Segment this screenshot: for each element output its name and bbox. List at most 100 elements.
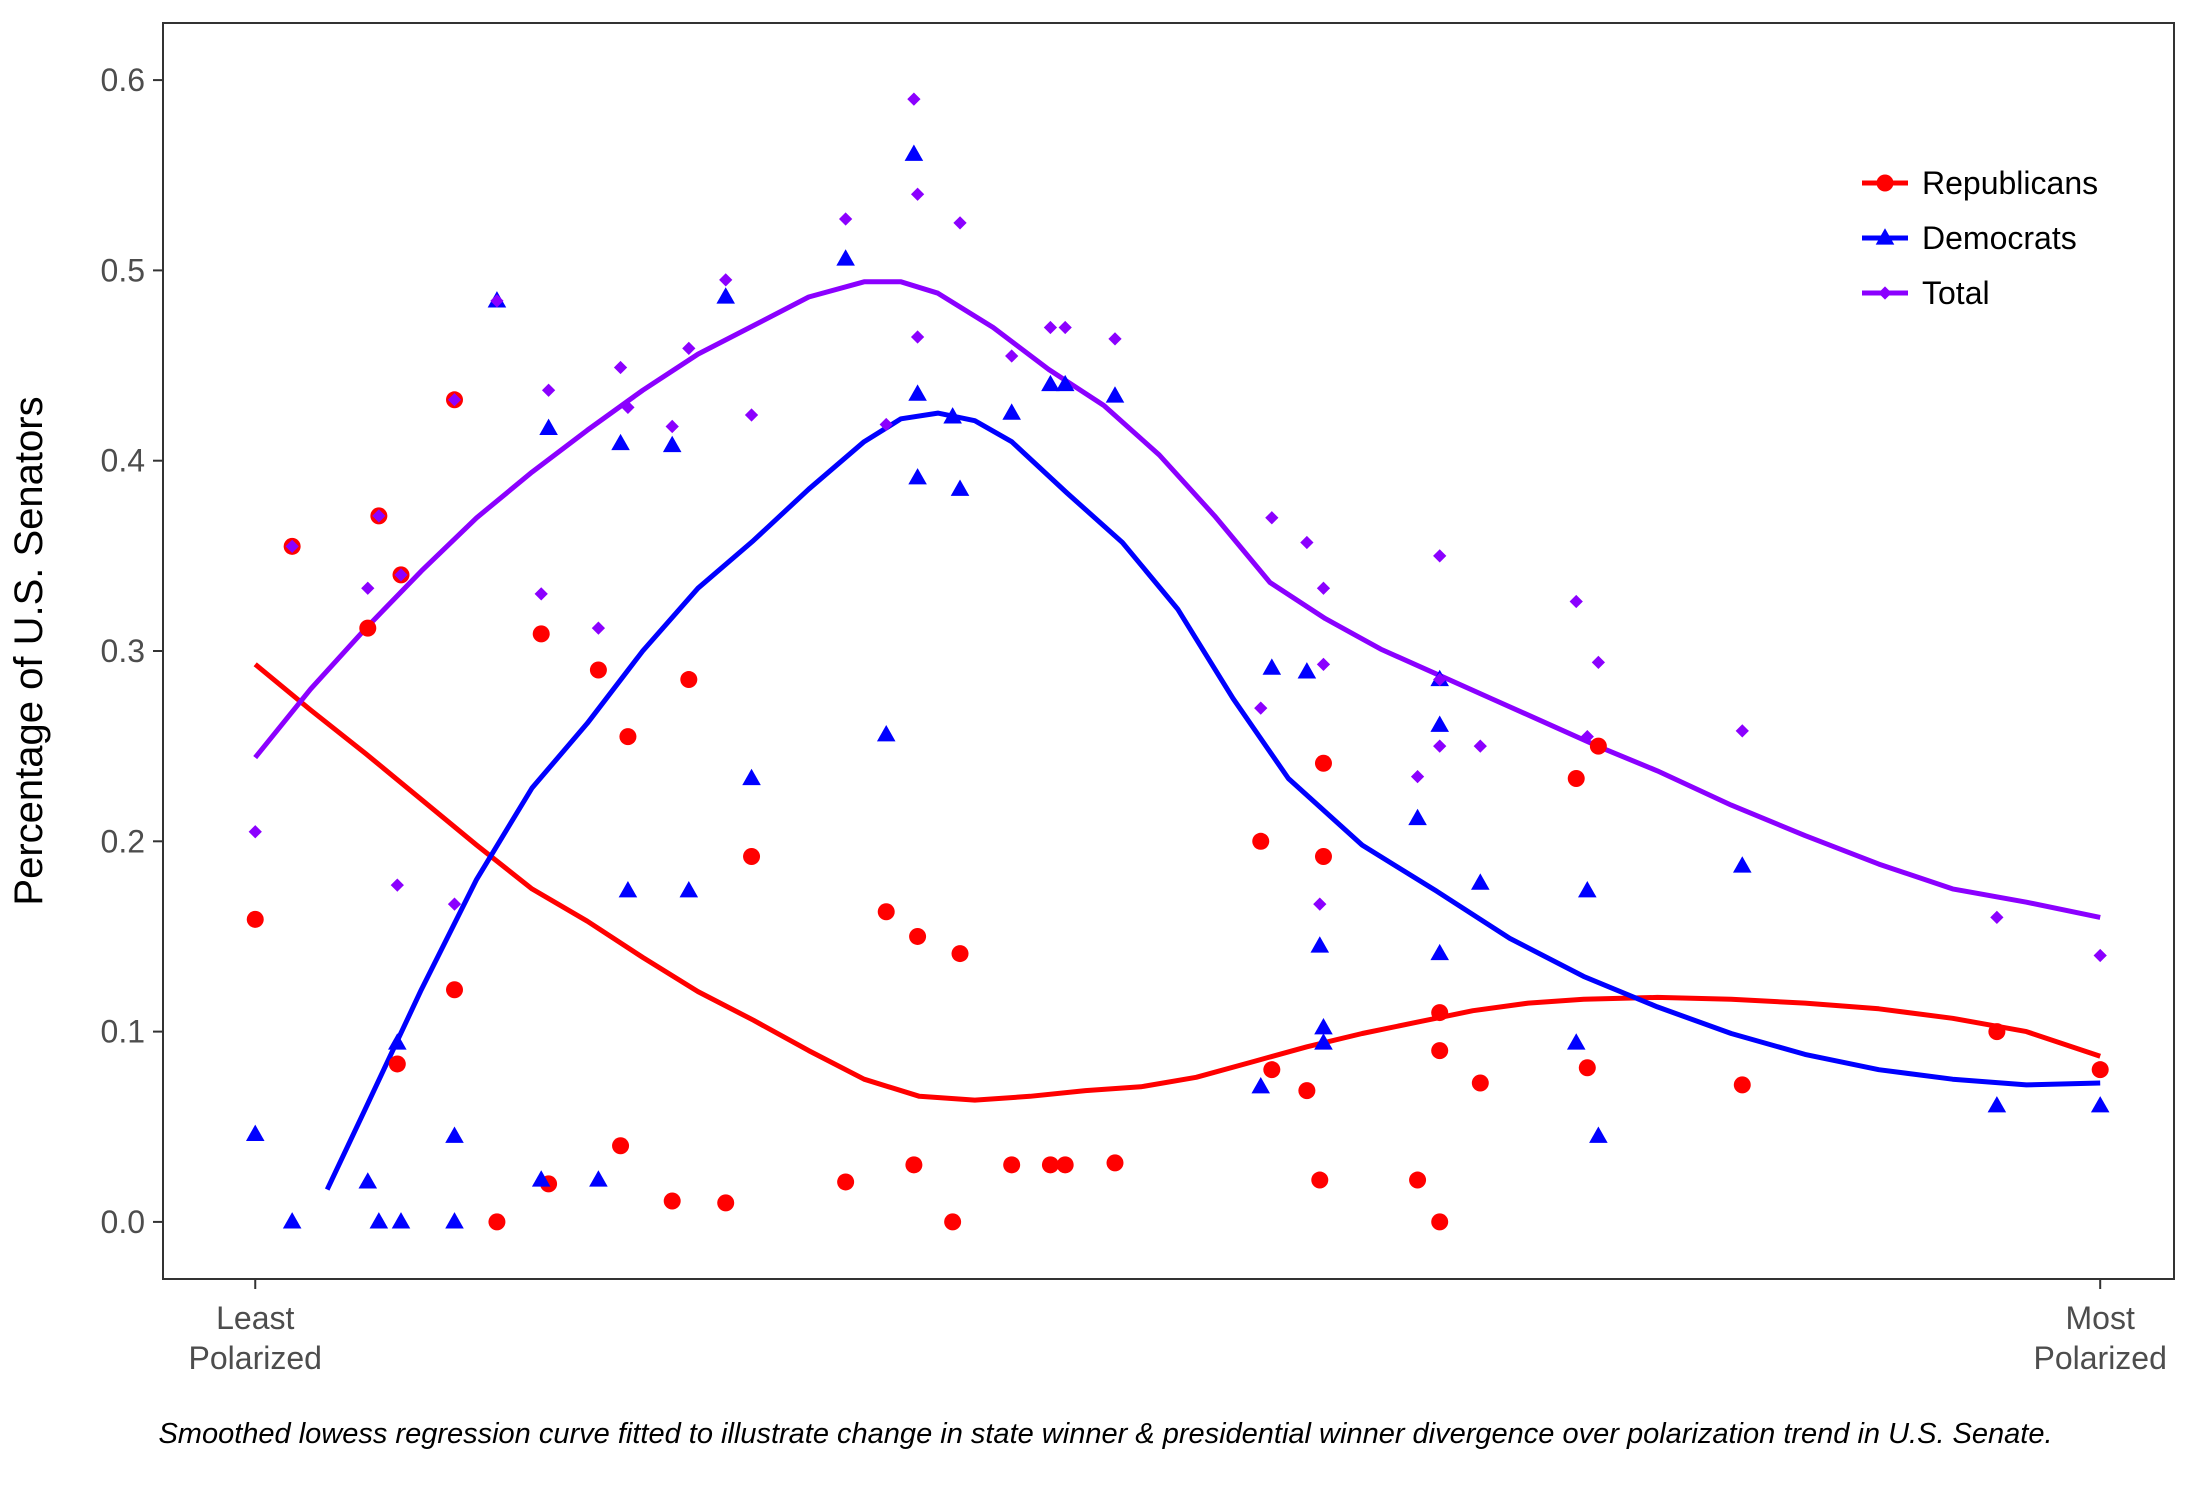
democrats-point [391,1212,411,1229]
total-point [1591,655,1606,670]
democrats-point [1002,403,1021,420]
democrats-point [618,881,638,898]
democrats-point [662,435,682,453]
total-point [907,92,921,106]
total-point [1316,581,1331,595]
republicans-point [743,848,761,866]
republicans-point [1252,832,1270,850]
total-point [1108,332,1122,346]
democrats-point [369,1212,389,1229]
total-point [447,393,462,407]
democrats-point [1262,658,1282,675]
republicans-point [1298,1082,1316,1100]
republicans-point [680,671,698,689]
democrats-point [1055,374,1075,392]
x-tick-label-line: Polarized [189,1340,322,1376]
x-tick-label: Least Polarized [189,1300,322,1376]
republicans-point [1311,1171,1329,1189]
total-point [394,568,408,582]
total-point [372,509,386,523]
y-tick-label: 0.0 [101,1204,145,1240]
democrats-point [1105,386,1125,403]
y-tick-label: 0.5 [101,252,145,288]
total-point [1316,657,1331,671]
smooth-curve-republicans [253,662,2101,1103]
republicans-point [619,728,637,746]
y-tick-label: 0.2 [101,823,145,859]
democrats-point [1251,1077,1271,1094]
series-total [248,92,2107,963]
total-point [490,294,504,308]
total-point [621,400,635,415]
democrats-point [904,144,924,161]
republicans-point [1733,1076,1751,1094]
democrats-point [1430,715,1449,732]
legend-item-democrats: Democrats [1862,220,2077,256]
republicans-point [1106,1154,1124,1172]
democrats-point [716,287,735,304]
legend: Republicans Democrats Total [1862,165,2098,311]
smooth-curves [253,279,2101,1191]
democrats-point [589,1170,608,1187]
democrats-point [1408,808,1427,826]
republicans-point [1589,737,1607,755]
total-point [591,621,606,635]
total-point [361,581,375,595]
democrats-point [445,1212,464,1229]
y-axis: 0.0 0.1 0.2 0.3 0.4 0.5 0.6 [101,62,163,1240]
total-point [1043,320,1058,335]
figure-caption: Smoothed lowess regression curve fitted … [158,1418,2053,1450]
legend-marker [1878,286,1892,300]
total-point [447,897,462,911]
total-point [682,341,696,356]
total-point [1005,349,1019,363]
democrats-point [1041,374,1060,392]
total-point [1433,549,1447,563]
legend-item-total: Total [1862,275,1990,311]
total-point [744,408,759,422]
republicans-point [532,625,550,643]
republicans-point [1431,1213,1449,1231]
total-point [1300,535,1314,550]
total-point [1735,724,1749,738]
democrats-point [282,1212,302,1229]
democrats-point [908,384,927,401]
total-point [1058,320,1072,335]
total-point [541,383,556,397]
republicans-point [951,945,969,963]
total-point [839,212,853,226]
x-tick-label: Most Polarized [2033,1300,2166,1376]
republicans-point [663,1192,681,1210]
republicans-point [837,1173,855,1191]
democrats-point [1987,1096,2007,1113]
republicans-point [388,1055,406,1073]
total-point [1254,701,1268,715]
democrats-point [1566,1033,1586,1050]
democrats-point [1314,1033,1333,1050]
democrats-point [1578,881,1597,898]
total-point [248,825,262,839]
democrats-point [836,249,855,266]
democrats-point [1471,873,1490,890]
democrats-point [2090,1096,2110,1113]
smooth-curve-total [253,279,2101,920]
total-point [1473,739,1487,753]
smooth-curve-democrats [324,410,2101,1191]
democrats-point [908,468,927,485]
legend-label: Democrats [1922,220,2077,256]
legend-marker [1876,174,1894,192]
total-point [1433,739,1447,753]
y-tick-label: 0.4 [101,443,145,479]
legend-marker [1875,228,1895,245]
x-tick-label-line: Least [216,1300,294,1336]
republicans-point [612,1137,630,1155]
x-axis: Least Polarized Most Polarized [189,1279,2167,1376]
republicans-point [1431,1042,1449,1060]
democrats-point [1732,856,1752,873]
republicans-point [877,903,895,921]
y-tick-label: 0.1 [101,1014,145,1050]
democrats-point [1297,662,1317,679]
y-axis-title: Percentage of U.S. Senators [7,396,51,905]
democrats-point [358,1172,378,1189]
